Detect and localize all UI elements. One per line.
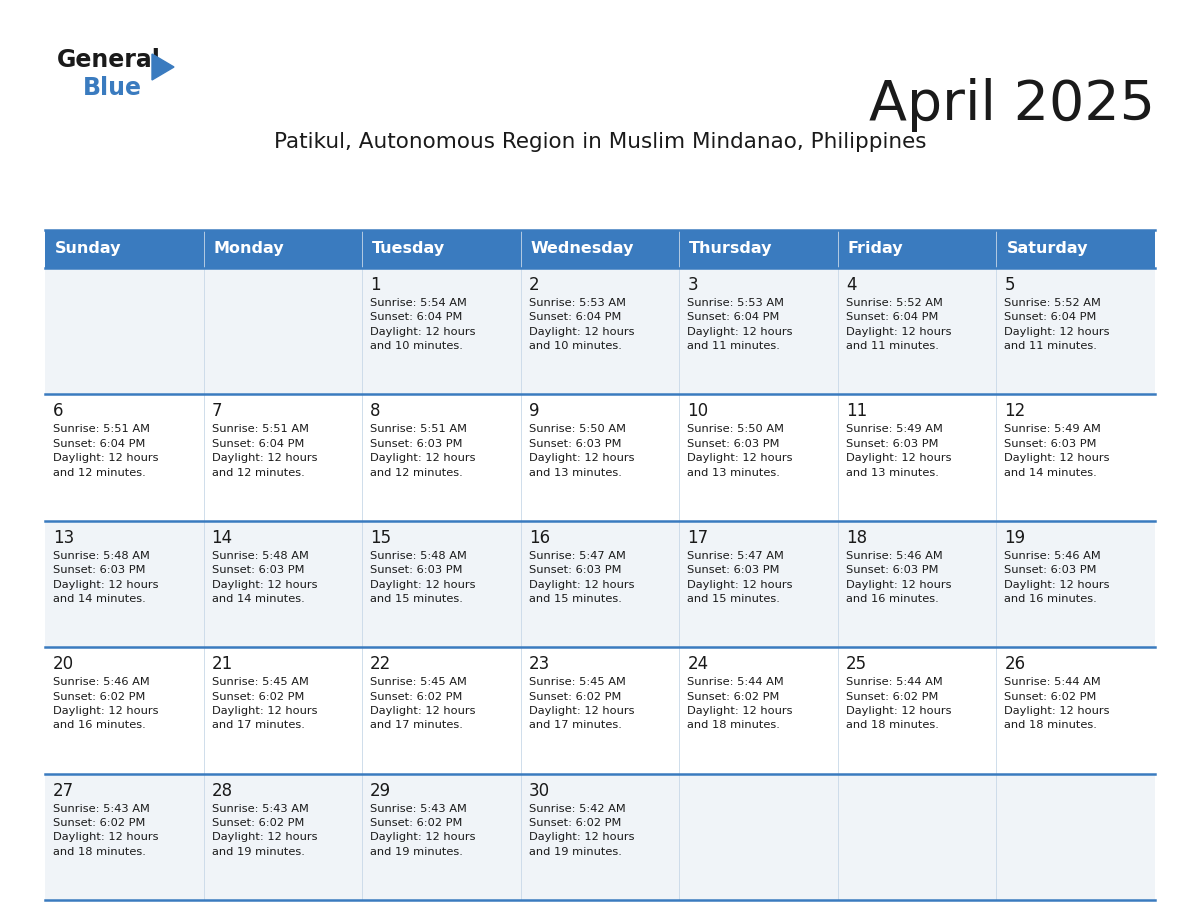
Text: Sunrise: 5:44 AM
Sunset: 6:02 PM
Daylight: 12 hours
and 18 minutes.: Sunrise: 5:44 AM Sunset: 6:02 PM Dayligh… xyxy=(846,677,952,731)
Text: Sunrise: 5:42 AM
Sunset: 6:02 PM
Daylight: 12 hours
and 19 minutes.: Sunrise: 5:42 AM Sunset: 6:02 PM Dayligh… xyxy=(529,803,634,856)
Text: Sunrise: 5:53 AM
Sunset: 6:04 PM
Daylight: 12 hours
and 10 minutes.: Sunrise: 5:53 AM Sunset: 6:04 PM Dayligh… xyxy=(529,298,634,352)
Text: Sunrise: 5:49 AM
Sunset: 6:03 PM
Daylight: 12 hours
and 13 minutes.: Sunrise: 5:49 AM Sunset: 6:03 PM Dayligh… xyxy=(846,424,952,477)
Text: Sunrise: 5:48 AM
Sunset: 6:03 PM
Daylight: 12 hours
and 15 minutes.: Sunrise: 5:48 AM Sunset: 6:03 PM Dayligh… xyxy=(371,551,475,604)
Text: 22: 22 xyxy=(371,655,391,673)
Bar xyxy=(45,230,1155,268)
Text: Sunrise: 5:46 AM
Sunset: 6:02 PM
Daylight: 12 hours
and 16 minutes.: Sunrise: 5:46 AM Sunset: 6:02 PM Dayligh… xyxy=(53,677,158,731)
Text: Sunrise: 5:45 AM
Sunset: 6:02 PM
Daylight: 12 hours
and 17 minutes.: Sunrise: 5:45 AM Sunset: 6:02 PM Dayligh… xyxy=(529,677,634,731)
Text: Sunrise: 5:43 AM
Sunset: 6:02 PM
Daylight: 12 hours
and 18 minutes.: Sunrise: 5:43 AM Sunset: 6:02 PM Dayligh… xyxy=(53,803,158,856)
Text: Sunrise: 5:44 AM
Sunset: 6:02 PM
Daylight: 12 hours
and 18 minutes.: Sunrise: 5:44 AM Sunset: 6:02 PM Dayligh… xyxy=(1004,677,1110,731)
Text: April 2025: April 2025 xyxy=(868,78,1155,132)
Text: 18: 18 xyxy=(846,529,867,547)
Text: 25: 25 xyxy=(846,655,867,673)
Text: 10: 10 xyxy=(688,402,708,420)
Text: Sunrise: 5:52 AM
Sunset: 6:04 PM
Daylight: 12 hours
and 11 minutes.: Sunrise: 5:52 AM Sunset: 6:04 PM Dayligh… xyxy=(1004,298,1110,352)
Text: Wednesday: Wednesday xyxy=(531,241,634,256)
Text: 14: 14 xyxy=(211,529,233,547)
Text: Sunrise: 5:49 AM
Sunset: 6:03 PM
Daylight: 12 hours
and 14 minutes.: Sunrise: 5:49 AM Sunset: 6:03 PM Dayligh… xyxy=(1004,424,1110,477)
Text: Saturday: Saturday xyxy=(1006,241,1088,256)
Text: 19: 19 xyxy=(1004,529,1025,547)
Text: 30: 30 xyxy=(529,781,550,800)
Text: Sunrise: 5:44 AM
Sunset: 6:02 PM
Daylight: 12 hours
and 18 minutes.: Sunrise: 5:44 AM Sunset: 6:02 PM Dayligh… xyxy=(688,677,792,731)
Text: 23: 23 xyxy=(529,655,550,673)
Text: Sunrise: 5:52 AM
Sunset: 6:04 PM
Daylight: 12 hours
and 11 minutes.: Sunrise: 5:52 AM Sunset: 6:04 PM Dayligh… xyxy=(846,298,952,352)
Text: Sunrise: 5:45 AM
Sunset: 6:02 PM
Daylight: 12 hours
and 17 minutes.: Sunrise: 5:45 AM Sunset: 6:02 PM Dayligh… xyxy=(211,677,317,731)
Text: Sunrise: 5:50 AM
Sunset: 6:03 PM
Daylight: 12 hours
and 13 minutes.: Sunrise: 5:50 AM Sunset: 6:03 PM Dayligh… xyxy=(529,424,634,477)
Text: Sunrise: 5:48 AM
Sunset: 6:03 PM
Daylight: 12 hours
and 14 minutes.: Sunrise: 5:48 AM Sunset: 6:03 PM Dayligh… xyxy=(53,551,158,604)
Text: Sunrise: 5:50 AM
Sunset: 6:03 PM
Daylight: 12 hours
and 13 minutes.: Sunrise: 5:50 AM Sunset: 6:03 PM Dayligh… xyxy=(688,424,792,477)
Text: Thursday: Thursday xyxy=(689,241,772,256)
Text: Sunrise: 5:47 AM
Sunset: 6:03 PM
Daylight: 12 hours
and 15 minutes.: Sunrise: 5:47 AM Sunset: 6:03 PM Dayligh… xyxy=(688,551,792,604)
Text: Sunrise: 5:46 AM
Sunset: 6:03 PM
Daylight: 12 hours
and 16 minutes.: Sunrise: 5:46 AM Sunset: 6:03 PM Dayligh… xyxy=(846,551,952,604)
Text: 17: 17 xyxy=(688,529,708,547)
Text: Sunrise: 5:53 AM
Sunset: 6:04 PM
Daylight: 12 hours
and 11 minutes.: Sunrise: 5:53 AM Sunset: 6:04 PM Dayligh… xyxy=(688,298,792,352)
Text: General: General xyxy=(57,48,160,72)
Text: 12: 12 xyxy=(1004,402,1025,420)
Text: Sunrise: 5:54 AM
Sunset: 6:04 PM
Daylight: 12 hours
and 10 minutes.: Sunrise: 5:54 AM Sunset: 6:04 PM Dayligh… xyxy=(371,298,475,352)
Text: Tuesday: Tuesday xyxy=(372,241,446,256)
Bar xyxy=(45,647,1155,774)
Polygon shape xyxy=(152,54,173,80)
Text: Sunrise: 5:51 AM
Sunset: 6:04 PM
Daylight: 12 hours
and 12 minutes.: Sunrise: 5:51 AM Sunset: 6:04 PM Dayligh… xyxy=(211,424,317,477)
Bar xyxy=(45,395,1155,521)
Text: 9: 9 xyxy=(529,402,539,420)
Text: 21: 21 xyxy=(211,655,233,673)
Text: 3: 3 xyxy=(688,276,697,294)
Text: 20: 20 xyxy=(53,655,74,673)
Text: 24: 24 xyxy=(688,655,708,673)
Text: 4: 4 xyxy=(846,276,857,294)
Text: 11: 11 xyxy=(846,402,867,420)
Text: 2: 2 xyxy=(529,276,539,294)
Text: 16: 16 xyxy=(529,529,550,547)
Bar xyxy=(45,521,1155,647)
Text: 28: 28 xyxy=(211,781,233,800)
Text: 27: 27 xyxy=(53,781,74,800)
Text: 6: 6 xyxy=(53,402,63,420)
Text: Sunday: Sunday xyxy=(55,241,121,256)
Text: Sunrise: 5:51 AM
Sunset: 6:03 PM
Daylight: 12 hours
and 12 minutes.: Sunrise: 5:51 AM Sunset: 6:03 PM Dayligh… xyxy=(371,424,475,477)
Text: Sunrise: 5:46 AM
Sunset: 6:03 PM
Daylight: 12 hours
and 16 minutes.: Sunrise: 5:46 AM Sunset: 6:03 PM Dayligh… xyxy=(1004,551,1110,604)
Text: 5: 5 xyxy=(1004,276,1015,294)
Text: Sunrise: 5:51 AM
Sunset: 6:04 PM
Daylight: 12 hours
and 12 minutes.: Sunrise: 5:51 AM Sunset: 6:04 PM Dayligh… xyxy=(53,424,158,477)
Text: 8: 8 xyxy=(371,402,380,420)
Text: Blue: Blue xyxy=(83,76,143,100)
Text: Sunrise: 5:45 AM
Sunset: 6:02 PM
Daylight: 12 hours
and 17 minutes.: Sunrise: 5:45 AM Sunset: 6:02 PM Dayligh… xyxy=(371,677,475,731)
Text: Sunrise: 5:43 AM
Sunset: 6:02 PM
Daylight: 12 hours
and 19 minutes.: Sunrise: 5:43 AM Sunset: 6:02 PM Dayligh… xyxy=(371,803,475,856)
Text: Sunrise: 5:48 AM
Sunset: 6:03 PM
Daylight: 12 hours
and 14 minutes.: Sunrise: 5:48 AM Sunset: 6:03 PM Dayligh… xyxy=(211,551,317,604)
Text: 15: 15 xyxy=(371,529,391,547)
Text: 26: 26 xyxy=(1004,655,1025,673)
Text: 1: 1 xyxy=(371,276,381,294)
Bar xyxy=(45,774,1155,900)
Text: Sunrise: 5:43 AM
Sunset: 6:02 PM
Daylight: 12 hours
and 19 minutes.: Sunrise: 5:43 AM Sunset: 6:02 PM Dayligh… xyxy=(211,803,317,856)
Text: 29: 29 xyxy=(371,781,391,800)
Text: Sunrise: 5:47 AM
Sunset: 6:03 PM
Daylight: 12 hours
and 15 minutes.: Sunrise: 5:47 AM Sunset: 6:03 PM Dayligh… xyxy=(529,551,634,604)
Bar xyxy=(45,268,1155,395)
Text: Monday: Monday xyxy=(214,241,284,256)
Text: Patikul, Autonomous Region in Muslim Mindanao, Philippines: Patikul, Autonomous Region in Muslim Min… xyxy=(273,132,927,152)
Text: 13: 13 xyxy=(53,529,74,547)
Text: Friday: Friday xyxy=(848,241,904,256)
Text: 7: 7 xyxy=(211,402,222,420)
